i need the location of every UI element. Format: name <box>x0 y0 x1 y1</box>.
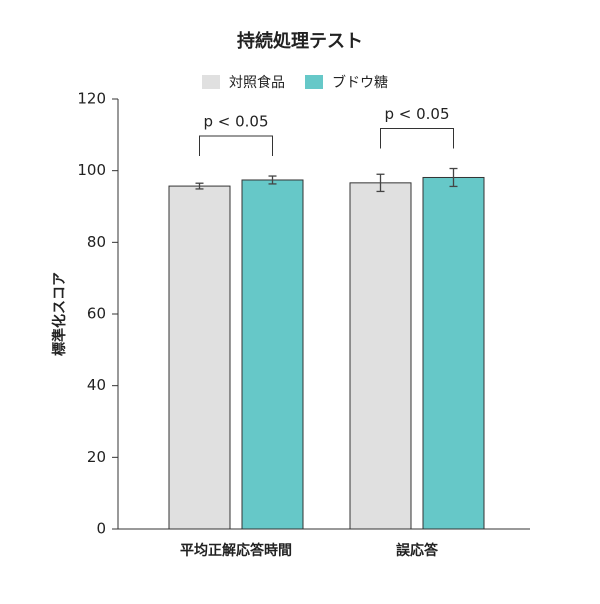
legend-swatch <box>305 75 323 89</box>
x-tick-label: 誤応答 <box>396 542 439 559</box>
chart-title: 持続処理テスト <box>237 30 363 52</box>
legend-label: 対照食品 <box>229 74 285 91</box>
legend-label: ブドウ糖 <box>332 74 388 91</box>
y-tick-label: 0 <box>96 520 106 538</box>
y-tick-label: 40 <box>87 376 106 394</box>
y-tick-label: 120 <box>77 90 106 108</box>
x-tick-label: 平均正解応答時間 <box>180 542 292 559</box>
significance-bracket <box>380 128 454 149</box>
bar <box>349 182 412 530</box>
bar <box>168 185 231 530</box>
y-axis-label: 標準化スコア <box>51 272 68 356</box>
bar <box>422 176 485 530</box>
annotation: p < 0.05 <box>384 105 449 123</box>
legend-swatch <box>202 75 220 89</box>
y-tick-label: 100 <box>77 161 106 179</box>
bar <box>241 179 304 530</box>
y-tick-label: 20 <box>87 448 106 466</box>
y-tick-label: 60 <box>87 305 106 323</box>
annotation: p < 0.05 <box>203 113 268 131</box>
y-tick-label: 80 <box>87 233 106 251</box>
significance-bracket <box>199 135 273 157</box>
